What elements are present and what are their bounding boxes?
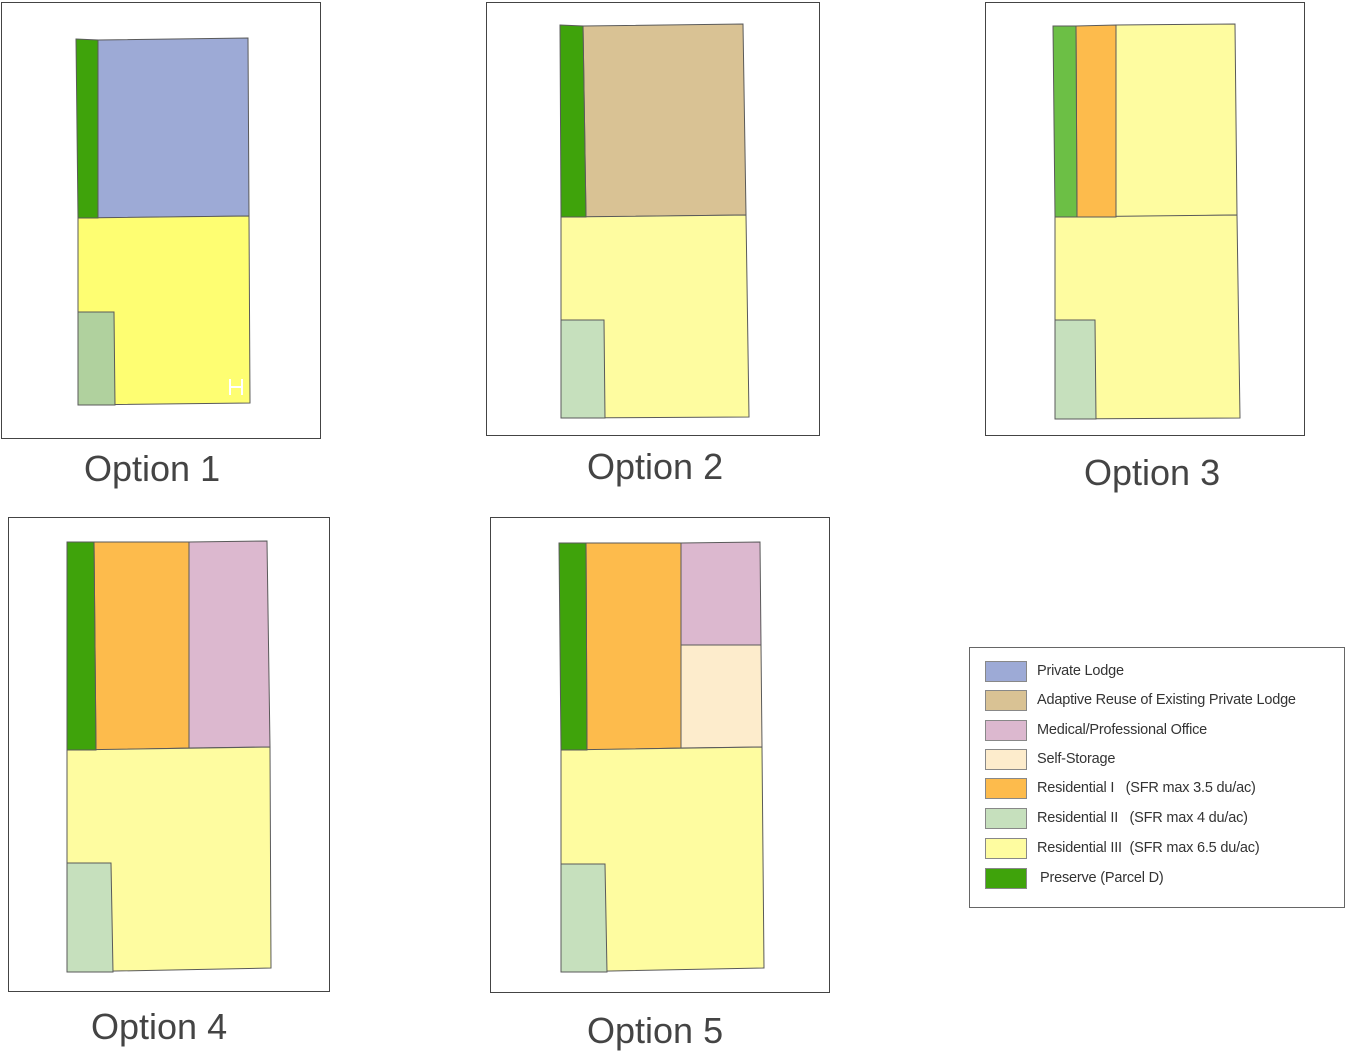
option-2-caption: Option 2 bbox=[587, 446, 724, 487]
option-2-preserve-parcel bbox=[559, 24, 587, 218]
option-5-map bbox=[558, 541, 765, 973]
option-2-adaptive-reuse-parcel bbox=[582, 23, 747, 218]
legend-label: Residential II (SFR max 4 du/ac) bbox=[1037, 810, 1248, 826]
option-4-preserve-parcel bbox=[66, 541, 97, 751]
option-2-map-frame bbox=[486, 2, 820, 436]
option-5-residential-2-parcel bbox=[560, 863, 608, 973]
option-2-residential-2-parcel bbox=[560, 319, 606, 419]
option-3-map bbox=[1052, 23, 1241, 420]
option-3-map-frame bbox=[985, 2, 1305, 436]
option-5-preserve-parcel bbox=[558, 542, 588, 751]
legend-label: Residential I (SFR max 3.5 du/ac) bbox=[1037, 780, 1256, 796]
option-5-residential-1-parcel bbox=[585, 542, 682, 751]
option-3-preserve-parcel bbox=[1052, 25, 1078, 218]
medical-office-swatch-icon bbox=[985, 720, 1027, 741]
option-1-preserve-parcel bbox=[75, 38, 99, 219]
legend-label: Self-Storage bbox=[1037, 751, 1116, 767]
legend-label: Private Lodge bbox=[1037, 663, 1124, 679]
option-4-residential-2-parcel bbox=[66, 862, 114, 973]
option-3-caption: Option 3 bbox=[1084, 452, 1221, 493]
legend-label: Medical/Professional Office bbox=[1037, 722, 1208, 738]
option-4-map bbox=[66, 540, 272, 973]
option-4-residential-1-parcel bbox=[93, 541, 190, 751]
option-1-map bbox=[75, 37, 251, 406]
residential-3-swatch-icon bbox=[985, 838, 1027, 859]
option-1-map-frame bbox=[1, 2, 321, 439]
preserve-swatch-icon bbox=[985, 868, 1027, 889]
private-lodge-swatch-icon bbox=[985, 661, 1027, 682]
legend-label: Adaptive Reuse of Existing Private Lodge bbox=[1037, 692, 1296, 708]
option-1-h-marker bbox=[229, 379, 243, 395]
self-storage-swatch-icon bbox=[985, 749, 1027, 770]
option-1-caption: Option 1 bbox=[84, 448, 221, 489]
option-4-medical-office-parcel bbox=[188, 540, 271, 749]
option-5-caption: Option 5 bbox=[587, 1010, 724, 1051]
option-5-map-frame bbox=[490, 517, 830, 993]
option-4-caption: Option 4 bbox=[91, 1006, 228, 1047]
map-legend: Private Lodge Adaptive Reuse of Existing… bbox=[969, 647, 1345, 908]
option-1-residential-2-parcel bbox=[77, 311, 116, 406]
option-5-self-storage-parcel bbox=[680, 644, 763, 749]
option-5-medical-office-parcel bbox=[680, 541, 762, 646]
residential-2-swatch-icon bbox=[985, 808, 1027, 829]
adaptive-reuse-swatch-icon bbox=[985, 690, 1027, 711]
residential-1-swatch-icon bbox=[985, 778, 1027, 799]
legend-label: Preserve (Parcel D) bbox=[1040, 870, 1164, 886]
option-3-residential-2-parcel bbox=[1054, 319, 1097, 420]
option-1-private-lodge-parcel bbox=[97, 37, 250, 219]
option-2-map bbox=[559, 23, 750, 419]
legend-label: Residential III (SFR max 6.5 du/ac) bbox=[1037, 840, 1260, 856]
option-3-residential-3-north-parcel bbox=[1115, 23, 1238, 218]
option-3-residential-1-parcel bbox=[1075, 24, 1117, 218]
option-4-map-frame bbox=[8, 517, 330, 992]
